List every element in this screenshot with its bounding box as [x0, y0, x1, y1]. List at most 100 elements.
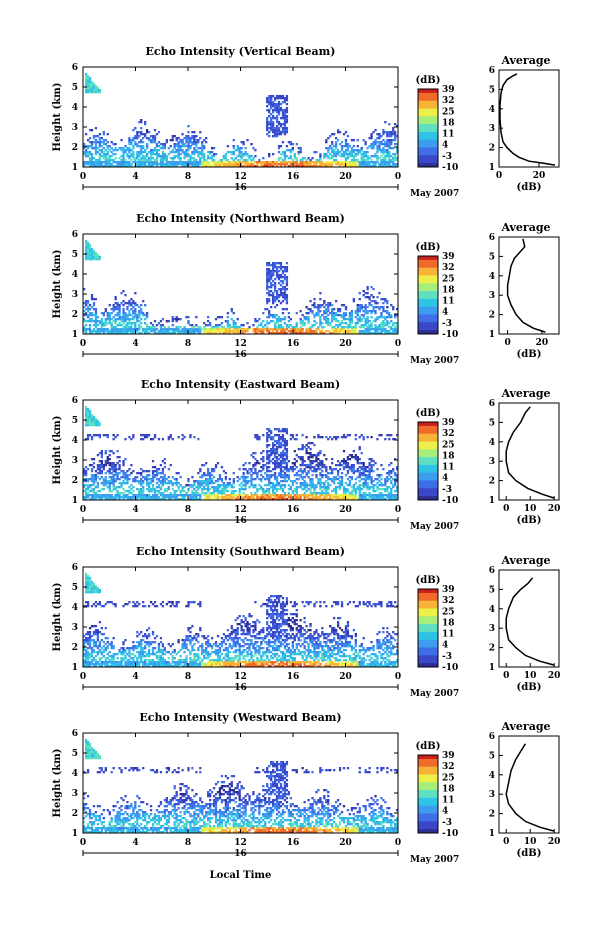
colorbar-segment	[418, 268, 438, 270]
colorbar-segment	[418, 808, 438, 810]
avg-y-tick-label: 4	[489, 105, 495, 115]
x-tick-label: 16	[287, 172, 300, 182]
colorbar-segment	[418, 153, 438, 155]
x-tick-label: 20	[339, 339, 352, 349]
colorbar-segment	[418, 447, 438, 449]
heatmap-cells	[83, 739, 398, 833]
colorbar-tick-label: -3	[442, 485, 452, 495]
y-tick-label: 5	[72, 250, 78, 260]
day-label: 16	[234, 849, 247, 859]
colorbar-segment	[418, 151, 438, 153]
x-tick-label: 20	[339, 838, 352, 848]
colorbar-segment	[418, 148, 438, 150]
y-tick-label: 2	[72, 809, 78, 819]
avg-x-label: (dB)	[517, 848, 542, 859]
colorbar-segment	[418, 475, 438, 477]
colorbar-tick-label: 39	[442, 751, 455, 761]
colorbar-segment	[418, 301, 438, 303]
x-tick-label: 8	[185, 838, 191, 848]
colorbar-segment	[418, 297, 438, 299]
colorbar-segment	[418, 618, 438, 620]
colorbar-segment	[418, 806, 438, 808]
colorbar-tick-label: -3	[442, 818, 452, 828]
avg-x-tick-label: 20	[548, 837, 561, 847]
colorbar-segment	[418, 93, 438, 95]
avg-y-tick-label: 4	[489, 272, 495, 282]
colorbar-segment	[418, 438, 438, 440]
avg-title: Average	[500, 221, 550, 234]
colorbar-unit: (dB)	[416, 408, 441, 419]
y-tick-label: 6	[72, 230, 78, 240]
colorbar-segment	[418, 316, 438, 318]
colorbar-tick-label: 25	[442, 773, 455, 783]
colorbar-segment	[418, 432, 438, 434]
colorbar-segment	[418, 829, 438, 831]
colorbar-segment	[418, 328, 438, 330]
colorbar-tick-label: 25	[442, 107, 455, 117]
panel-2: Echo Intensity (Eastward Beam)123456Heig…	[52, 378, 560, 532]
colorbar-segment	[418, 163, 438, 165]
colorbar-segment	[418, 291, 438, 293]
colorbar-segment	[418, 260, 438, 262]
colorbar-segment	[418, 105, 438, 107]
day-label: 16	[234, 350, 247, 360]
echo-intensity-figure: Echo Intensity (Vertical Beam)123456Heig…	[0, 0, 610, 929]
avg-x-tick-label: 20	[536, 338, 549, 348]
avg-frame	[499, 570, 559, 667]
colorbar-tick-label: 11	[442, 630, 455, 640]
y-tick-label: 3	[72, 789, 78, 799]
colorbar-segment	[418, 601, 438, 603]
colorbar-segment	[418, 784, 438, 786]
x-tick-label: 16	[287, 339, 300, 349]
avg-y-tick-label: 1	[489, 829, 495, 839]
colorbar-tick-label: 32	[442, 596, 455, 606]
colorbar-segment	[418, 97, 438, 99]
colorbar-segment	[418, 612, 438, 614]
colorbar-segment	[418, 610, 438, 612]
avg-y-tick-label: 6	[489, 732, 495, 742]
colorbar-segment	[418, 311, 438, 313]
colorbar-segment	[418, 767, 438, 769]
colorbar-tick-label: 4	[442, 807, 448, 817]
colorbar-segment	[418, 451, 438, 453]
colorbar-segment	[418, 136, 438, 138]
colorbar-segment	[418, 765, 438, 767]
colorbar-tick-label: 11	[442, 130, 455, 140]
panel-4: Echo Intensity (Westward Beam)123456Heig…	[52, 711, 560, 865]
avg-x-label: (dB)	[517, 349, 542, 360]
colorbar-segment	[418, 634, 438, 636]
colorbar-segment	[418, 486, 438, 488]
y-tick-label: 1	[72, 496, 78, 506]
colorbar-segment	[418, 663, 438, 665]
colorbar-segment	[418, 134, 438, 136]
y-tick-label: 5	[72, 583, 78, 593]
colorbar-segment	[418, 289, 438, 291]
y-axis-label: Height (km)	[52, 416, 63, 485]
colorbar-segment	[418, 649, 438, 651]
colorbar-segment	[418, 118, 438, 120]
colorbar-segment	[418, 798, 438, 800]
colorbar-segment	[418, 116, 438, 118]
colorbar-segment	[418, 490, 438, 492]
avg-y-tick-label: 3	[489, 624, 495, 634]
colorbar-segment	[418, 155, 438, 157]
colorbar-tick-label: -10	[442, 163, 458, 173]
avg-profile-line	[506, 744, 554, 831]
avg-x-label: (dB)	[517, 182, 542, 193]
y-axis-label: Height (km)	[52, 250, 63, 319]
colorbar-segment	[418, 140, 438, 142]
colorbar-segment	[418, 638, 438, 640]
colorbar-segment	[418, 773, 438, 775]
colorbar-segment	[418, 494, 438, 496]
avg-y-tick-label: 1	[489, 163, 495, 173]
colorbar-segment	[418, 763, 438, 765]
avg-y-tick-label: 6	[489, 566, 495, 576]
date-label: May 2007	[410, 356, 459, 366]
colorbar-segment	[418, 277, 438, 279]
x-tick-label: 16	[287, 505, 300, 515]
x-tick-label: 12	[234, 672, 247, 682]
x-tick-label: 8	[185, 672, 191, 682]
avg-x-tick-label: 10	[524, 671, 537, 681]
panel-title: Echo Intensity (Westward Beam)	[139, 711, 341, 724]
x-tick-label: 0	[80, 172, 86, 182]
